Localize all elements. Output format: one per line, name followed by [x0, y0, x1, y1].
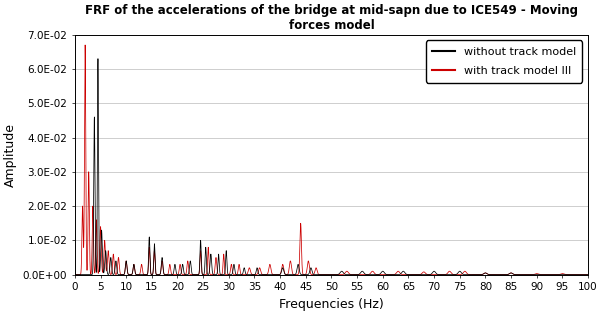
- without track model: [452, 273, 459, 277]
- with track model III: [375, 273, 382, 277]
- without track model: [479, 272, 486, 276]
- without track model: [71, 273, 78, 277]
- with track model III: [585, 273, 592, 277]
- with track model III: [97, 226, 104, 230]
- without track model: [375, 273, 382, 277]
- with track model III: [81, 43, 88, 47]
- with track model III: [397, 272, 405, 276]
- with track model III: [452, 273, 459, 277]
- X-axis label: Frequencies (Hz): Frequencies (Hz): [279, 298, 384, 311]
- Title: FRF of the accelerations of the bridge at mid-sapn due to ICE549 - Moving
forces: FRF of the accelerations of the bridge a…: [85, 4, 578, 32]
- Y-axis label: Amplitude: Amplitude: [4, 123, 17, 187]
- Legend: without track model, with track model III: without track model, with track model II…: [426, 40, 583, 83]
- Line: without track model: without track model: [75, 59, 588, 275]
- with track model III: [479, 272, 486, 276]
- Line: with track model III: with track model III: [75, 45, 588, 275]
- with track model III: [71, 273, 78, 277]
- with track model III: [257, 269, 264, 273]
- without track model: [585, 273, 592, 277]
- without track model: [95, 57, 102, 60]
- without track model: [397, 272, 405, 275]
- without track model: [566, 273, 574, 277]
- without track model: [97, 248, 104, 252]
- without track model: [257, 273, 264, 277]
